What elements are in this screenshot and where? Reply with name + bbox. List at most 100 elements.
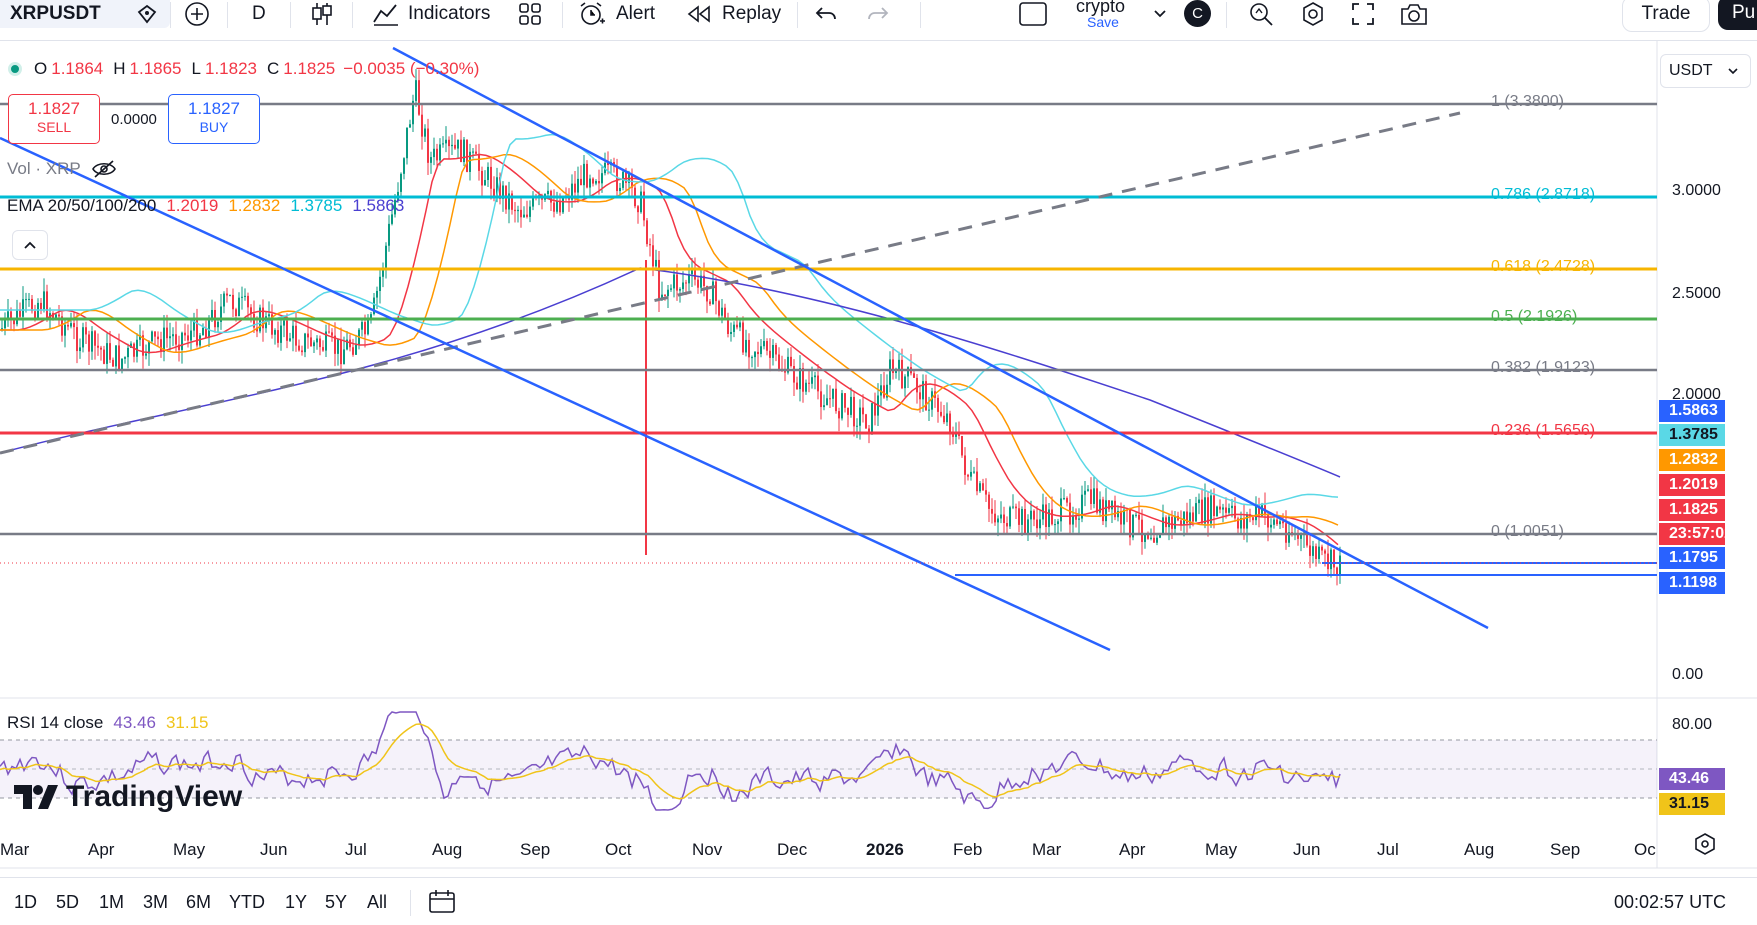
candle-body: [304, 333, 306, 353]
utc-clock[interactable]: 00:02:57 UTC: [1614, 892, 1727, 912]
candle-body: [169, 336, 171, 339]
dashed-trendline[interactable]: [0, 111, 1461, 455]
quick-search-icon[interactable]: [1248, 0, 1274, 28]
volume-legend[interactable]: Vol · XRP: [7, 159, 117, 179]
candle-body: [433, 148, 435, 158]
time-axis-settings-icon[interactable]: [1693, 832, 1717, 861]
candle-body: [1006, 523, 1008, 527]
currency-select[interactable]: USDT: [1660, 54, 1751, 88]
candle-body: [991, 508, 993, 514]
layout-name[interactable]: crypto: [1076, 0, 1126, 16]
time-tick: Jun: [260, 840, 288, 859]
candle-body: [799, 368, 801, 390]
candle-body: [1276, 519, 1278, 525]
price-axis-label: 1.1795: [1659, 547, 1725, 569]
interval-button[interactable]: D: [252, 3, 266, 24]
candle-body: [1150, 537, 1152, 539]
candle-body: [1120, 511, 1122, 525]
sell-button[interactable]: 1.1827 SELL: [8, 94, 100, 144]
redo-icon[interactable]: [866, 0, 890, 28]
channel-upper-line[interactable]: [392, 46, 1388, 577]
candle-body: [994, 513, 996, 523]
candle-body: [229, 294, 231, 296]
go-to-date-calendar-icon[interactable]: [428, 888, 456, 919]
user-avatar[interactable]: C: [1184, 0, 1211, 27]
layout-chevron-down-icon[interactable]: [1152, 0, 1168, 28]
candle-body: [652, 245, 654, 267]
candle-body: [127, 347, 129, 358]
candle-body: [250, 307, 252, 314]
candle-body: [742, 322, 744, 353]
channel-extension[interactable]: [1386, 573, 1489, 630]
candle-body: [226, 293, 228, 296]
volume-label: Vol · XRP: [7, 159, 81, 178]
fullscreen-icon[interactable]: [1351, 0, 1375, 28]
price-chart[interactable]: [0, 40, 1757, 877]
snapshot-camera-icon[interactable]: [1400, 0, 1428, 28]
collapse-legend-button[interactable]: [12, 230, 48, 260]
candle-body: [1072, 515, 1074, 525]
alert-button[interactable]: Alert: [578, 0, 655, 28]
fib-retracement[interactable]: [0, 102, 1657, 536]
candle-body: [1234, 505, 1236, 519]
candle-body: [1030, 510, 1032, 520]
candle-body: [64, 324, 66, 336]
candle-body: [1192, 512, 1194, 522]
candle-body: [694, 268, 696, 280]
candle-body: [67, 324, 69, 327]
undo-icon[interactable]: [814, 0, 838, 28]
candle-body: [985, 490, 987, 495]
ema100-value: 1.3785: [290, 196, 343, 215]
range-button-3m[interactable]: 3M: [143, 892, 169, 912]
candle-body: [667, 289, 669, 296]
settings-gear-icon[interactable]: [1300, 0, 1326, 28]
candle-body: [532, 196, 534, 207]
candle-body: [721, 307, 723, 316]
range-button-ytd[interactable]: YTD: [229, 892, 265, 912]
candle-body: [1270, 524, 1272, 528]
candle-body: [1207, 497, 1209, 524]
trade-button[interactable]: Trade: [1622, 0, 1710, 32]
layout-square-icon[interactable]: [1018, 0, 1048, 28]
watchlist-diamond-icon[interactable]: [136, 0, 158, 28]
hidden-eye-icon[interactable]: [91, 159, 117, 179]
range-button-1d[interactable]: 1D: [14, 892, 38, 912]
replay-button[interactable]: Replay: [686, 0, 781, 28]
candle-body: [595, 180, 597, 184]
candle-body: [997, 518, 999, 523]
candle-body: [691, 268, 693, 275]
time-tick: Apr: [88, 840, 115, 859]
range-button-5y[interactable]: 5Y: [325, 892, 348, 912]
symbol-name[interactable]: XRPUSDT: [10, 3, 101, 24]
range-button-6m[interactable]: 6M: [186, 892, 212, 912]
templates-grid-icon[interactable]: [518, 0, 542, 28]
compare-plus-icon[interactable]: [184, 0, 210, 28]
candle-body: [163, 327, 165, 352]
candle-body: [1201, 499, 1203, 524]
time-tick: Apr: [1119, 840, 1146, 859]
candle-body: [865, 414, 867, 429]
range-button-5d[interactable]: 5D: [56, 892, 80, 912]
range-button-1y[interactable]: 1Y: [285, 892, 308, 912]
candle-body: [1288, 532, 1290, 543]
candle-body: [1180, 520, 1182, 525]
candle-body: [202, 327, 204, 336]
candle-body: [55, 314, 57, 318]
buy-button[interactable]: 1.1827 BUY: [168, 94, 260, 144]
tradingview-logo[interactable]: TradingView: [12, 780, 242, 814]
buy-label: BUY: [199, 119, 229, 135]
candle-body: [1090, 489, 1092, 504]
candle-body: [661, 294, 663, 299]
channel-lower-line[interactable]: [0, 136, 1111, 652]
candles-chart-type-icon[interactable]: [310, 0, 334, 28]
candle-body: [472, 151, 474, 153]
ema-legend[interactable]: EMA 20/50/100/200 1.2019 1.2832 1.3785 1…: [7, 196, 404, 216]
rsi-legend[interactable]: RSI 14 close 43.46 31.15: [7, 713, 208, 733]
range-button-1m[interactable]: 1M: [99, 892, 125, 912]
candle-body: [1018, 508, 1020, 525]
indicators-button[interactable]: Indicators: [372, 0, 490, 28]
range-button-all[interactable]: All: [367, 892, 388, 912]
publish-button[interactable]: Pu: [1718, 0, 1757, 30]
candle-body: [928, 409, 930, 411]
candle-body: [112, 359, 114, 367]
